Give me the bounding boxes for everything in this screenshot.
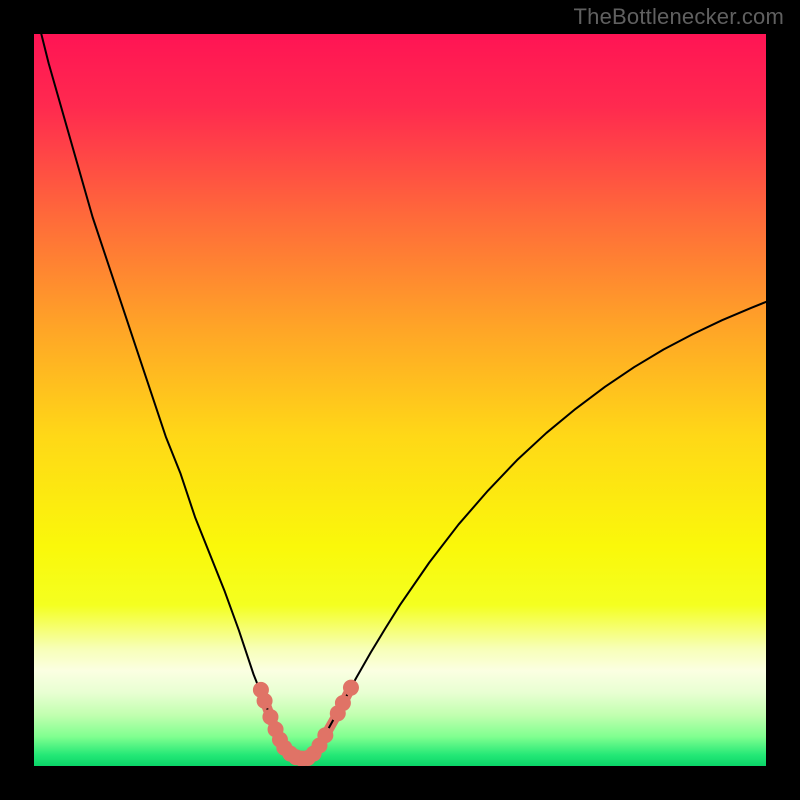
bottleneck-curve-plot	[0, 0, 800, 800]
marker-dot	[257, 693, 273, 709]
marker-dot	[335, 695, 351, 711]
marker-dot	[343, 680, 359, 696]
plot-area	[34, 34, 766, 767]
chart-canvas: TheBottlenecker.com	[0, 0, 800, 800]
plot-gradient-background	[34, 34, 766, 766]
marker-dot	[317, 727, 333, 743]
watermark-text: TheBottlenecker.com	[574, 4, 784, 30]
